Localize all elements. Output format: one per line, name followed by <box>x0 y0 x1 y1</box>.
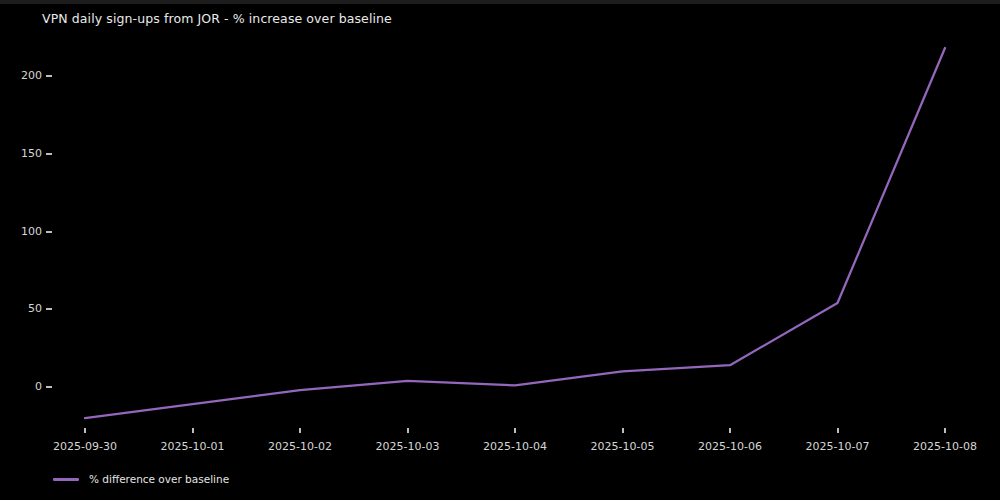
legend-line-swatch <box>53 478 79 481</box>
plot-area <box>0 0 1000 500</box>
line-series <box>85 48 945 418</box>
vpn-signups-chart: VPN daily sign-ups from JOR - % increase… <box>0 0 1000 500</box>
legend: % difference over baseline <box>53 472 229 486</box>
legend-label: % difference over baseline <box>89 473 229 485</box>
